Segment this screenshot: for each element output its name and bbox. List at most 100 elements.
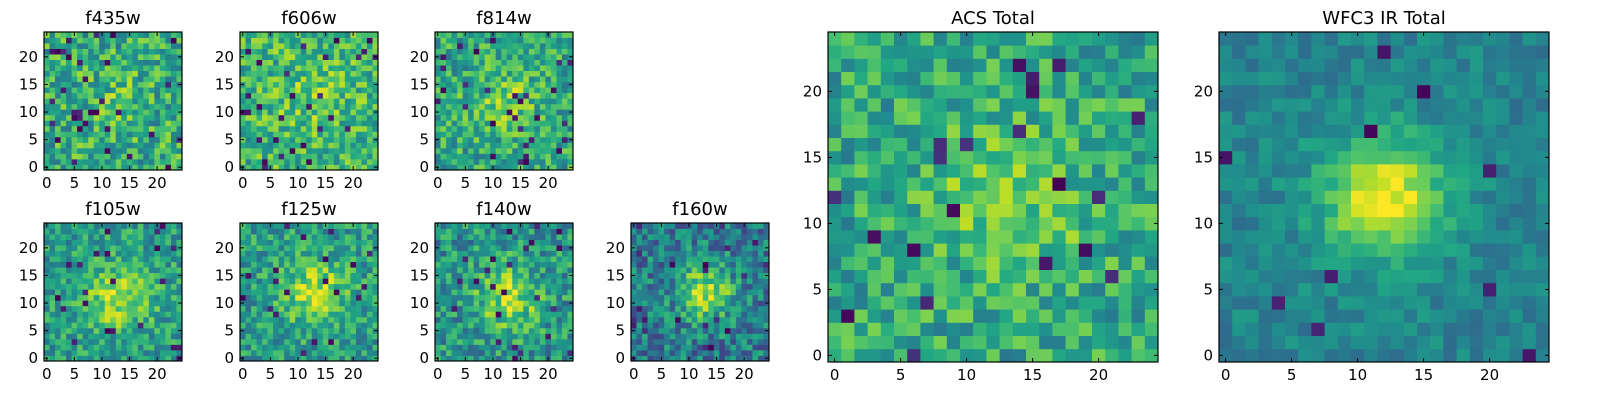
pixel [104, 109, 111, 116]
pixel [534, 256, 541, 263]
pixel [713, 333, 720, 340]
pixel [457, 245, 463, 251]
pixel [556, 322, 563, 329]
pixel [523, 272, 530, 279]
pixel [675, 333, 682, 340]
pixel [262, 92, 268, 99]
pixel [631, 267, 637, 274]
pixel [273, 48, 280, 55]
pixel [355, 136, 362, 143]
pixel [539, 344, 546, 351]
pixel [561, 349, 568, 356]
pixel [88, 70, 95, 77]
pixel [484, 48, 491, 55]
pixel [550, 131, 557, 138]
pixel [361, 125, 368, 132]
pixel [534, 300, 541, 307]
pixel [1131, 256, 1146, 270]
pixel [99, 283, 106, 290]
pixel [468, 338, 475, 345]
pixel [534, 333, 541, 340]
pixel [462, 322, 469, 329]
pixel [642, 349, 648, 356]
pixel [115, 322, 122, 329]
pixel [126, 278, 133, 285]
pixel [446, 131, 452, 138]
pixel [708, 283, 715, 290]
pixel [176, 250, 183, 257]
pixel [333, 311, 340, 318]
pixel [300, 164, 307, 171]
pixel [490, 256, 497, 263]
pixel [137, 81, 144, 88]
pixel [60, 272, 67, 279]
pixel [55, 294, 61, 301]
pixel [333, 228, 340, 235]
pixel [746, 223, 753, 229]
pixel [501, 81, 508, 88]
pixel [468, 92, 475, 99]
pixel [545, 153, 552, 160]
pixel [440, 76, 447, 83]
pixel [746, 322, 753, 329]
pixel [262, 245, 268, 251]
pixel [680, 316, 687, 323]
pixel [278, 223, 285, 229]
pixel [539, 131, 546, 138]
pixel [93, 120, 100, 127]
pixel [828, 269, 842, 284]
pixel [251, 311, 257, 318]
pixel [361, 349, 368, 356]
pixel [669, 344, 676, 351]
pixel [741, 234, 748, 240]
pixel [295, 54, 302, 60]
pixel [894, 243, 908, 257]
x-tick-label: 5 [266, 174, 276, 192]
pixel [473, 65, 480, 72]
pixel [278, 136, 285, 143]
pixel [741, 228, 748, 235]
pixel [512, 59, 519, 66]
pixel [240, 289, 246, 296]
pixel [55, 256, 61, 263]
pixel [284, 153, 291, 160]
pixel [126, 120, 133, 127]
pixel [306, 327, 313, 334]
pixel [479, 239, 486, 246]
pixel [148, 32, 155, 38]
pixel [986, 177, 1000, 191]
pixel [99, 81, 106, 88]
pixel [115, 239, 122, 246]
pixel [176, 114, 183, 121]
pixel [262, 223, 268, 229]
pixel [999, 203, 1014, 218]
pixel [328, 92, 335, 99]
pixel [148, 70, 155, 77]
pixel [686, 272, 693, 279]
pixel [110, 228, 117, 235]
pixel [240, 311, 246, 318]
pixel [110, 322, 117, 329]
pixel [93, 103, 100, 110]
pixel [517, 294, 524, 301]
pixel [746, 316, 753, 323]
pixel [256, 136, 263, 143]
pixel [273, 278, 280, 285]
pixel [60, 70, 67, 77]
pixel [267, 109, 274, 116]
pixel [148, 54, 155, 60]
pixel [300, 120, 307, 127]
pixel [328, 294, 335, 301]
x-tick-label: 20 [344, 365, 363, 383]
pixel [176, 305, 183, 312]
pixel [104, 32, 111, 38]
pixel [143, 250, 150, 257]
pixel [680, 305, 687, 312]
pixel [1078, 296, 1093, 310]
pixel [556, 245, 563, 251]
pixel [170, 142, 177, 149]
pixel [658, 283, 665, 290]
pixel [534, 239, 541, 246]
pixel [479, 261, 486, 268]
pixel [170, 54, 177, 60]
